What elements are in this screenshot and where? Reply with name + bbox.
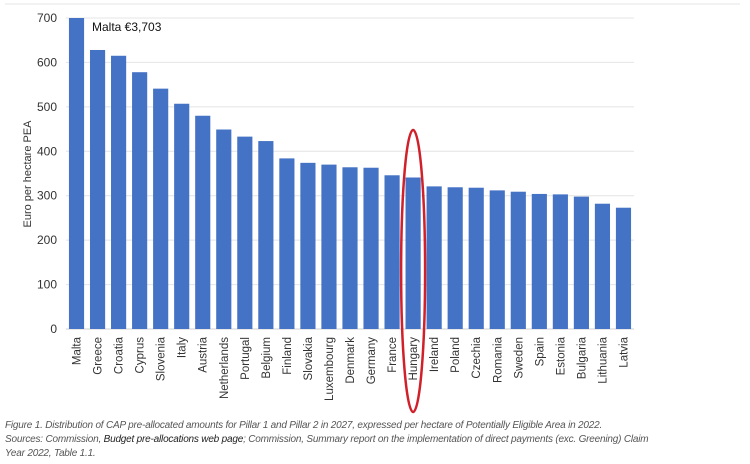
x-tick-label: Netherlands — [219, 337, 231, 399]
malta-annotation: Malta €3,703 — [92, 20, 162, 34]
bar-portugal — [237, 136, 253, 329]
x-tick-label: Slovenia — [156, 336, 168, 381]
sources-line: Sources: Commission, Budget pre-allocati… — [5, 433, 649, 447]
x-tick-label: Malta — [72, 336, 84, 365]
bar-greece — [89, 49, 106, 329]
x-tick-label: Belgium — [261, 337, 273, 379]
x-tick-label: Ireland — [429, 337, 441, 372]
x-tick-label: Croatia — [114, 336, 126, 374]
bar-italy — [174, 103, 190, 329]
x-tick-label: Portugal — [240, 337, 252, 380]
bar-austria — [195, 115, 211, 329]
sources-rest: ; Commission, Summary report on the impl… — [243, 434, 649, 445]
y-tick-label: 0 — [50, 322, 57, 336]
x-tick-label: Romania — [492, 336, 504, 383]
sources-link[interactable]: Budget pre-allocations web page — [103, 434, 244, 445]
bar-czechia — [468, 187, 484, 329]
bar-poland — [447, 187, 463, 329]
bar-cyprus — [132, 72, 148, 330]
bar-ireland — [426, 186, 442, 329]
bar-netherlands — [216, 129, 232, 329]
sources-line-2: Year 2022, Table 1.1. — [5, 448, 96, 459]
x-tick-label: Sweden — [513, 337, 525, 379]
bar-croatia — [111, 55, 127, 330]
bar-hungary — [405, 177, 421, 329]
x-tick-label: France — [387, 337, 399, 373]
x-tick-label: Austria — [198, 336, 210, 372]
bar-chart: 0 100 200 300 400 500 600 700 Malta Greece Croati… — [5, 3, 740, 414]
x-tick-label: Bulgaria — [576, 336, 588, 379]
y-tick-label: 500 — [37, 100, 57, 114]
x-tick-label: Latvia — [618, 336, 630, 367]
x-tick-label: Poland — [450, 337, 462, 373]
bar-luxembourg — [321, 164, 337, 329]
figure-caption: Figure 1. Distribution of CAP pre-alloca… — [5, 420, 603, 431]
x-tick-label: Spain — [534, 337, 546, 366]
x-tick-label: Denmark — [345, 337, 357, 384]
bar-bulgaria — [573, 196, 589, 329]
bar-estonia — [552, 194, 568, 329]
y-tick-label: 300 — [37, 189, 57, 203]
x-tick-label: Lithuania — [597, 336, 609, 383]
x-tick-label: Greece — [93, 337, 105, 375]
x-tick-label: Finland — [282, 337, 294, 375]
bar-spain — [531, 193, 547, 329]
bar-sweden — [510, 191, 526, 329]
bar-slovenia — [153, 88, 169, 330]
x-tick-label: Cyprus — [135, 337, 147, 374]
bar-denmark — [342, 167, 358, 329]
y-tick-label: 700 — [37, 11, 57, 25]
bar-slovakia — [300, 162, 316, 329]
bar-latvia — [615, 207, 632, 329]
x-tick-label: Slovakia — [303, 336, 315, 380]
bar-finland — [279, 158, 295, 329]
x-tick-label: Germany — [366, 337, 378, 385]
bar-lithuania — [594, 203, 611, 329]
y-tick-label: 400 — [37, 144, 57, 158]
y-tick-label: 600 — [37, 55, 57, 69]
sources-prefix: Sources: Commission, — [5, 434, 104, 445]
x-tick-label: Estonia — [555, 336, 567, 375]
bar-germany — [363, 167, 379, 329]
y-tick-label: 200 — [37, 233, 57, 247]
bar-france — [384, 175, 400, 329]
bar-malta — [68, 18, 85, 329]
x-tick-label: Hungary — [408, 337, 420, 381]
x-tick-label: Italy — [177, 337, 189, 358]
y-axis-label: Euro per hectare PEA — [22, 120, 34, 228]
x-tick-label: Czechia — [471, 336, 483, 378]
highlight-ellipse — [399, 128, 427, 414]
y-tick-label: 100 — [37, 278, 57, 292]
x-tick-label: Luxembourg — [324, 337, 336, 401]
bar-belgium — [258, 141, 274, 329]
bar-romania — [489, 190, 505, 329]
